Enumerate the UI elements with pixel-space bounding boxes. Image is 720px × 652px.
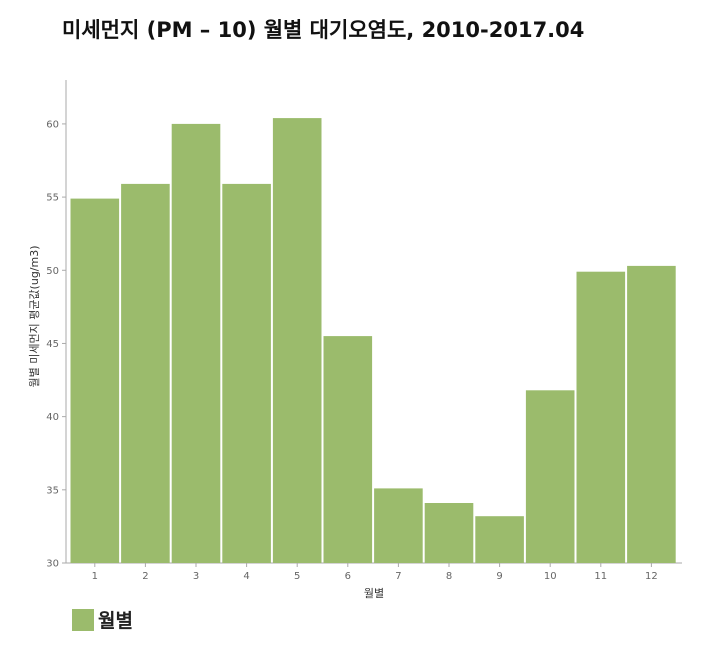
y-tick-label: 30 <box>46 559 59 570</box>
x-tick-label: 8 <box>446 571 452 582</box>
x-tick-label: 6 <box>345 571 351 582</box>
bar-5 <box>272 118 322 563</box>
x-axis-title: 월별 <box>364 587 384 600</box>
legend-swatch <box>72 608 94 631</box>
bar-4 <box>222 183 271 563</box>
bars <box>70 118 676 564</box>
bar-6 <box>323 336 373 563</box>
x-tick-label: 2 <box>142 571 148 582</box>
y-tick-label: 40 <box>46 412 59 423</box>
x-tick-label: 12 <box>645 571 658 582</box>
bar-1 <box>70 198 120 563</box>
legend-label: 월별 <box>98 610 133 632</box>
x-tick-label: 10 <box>544 571 557 582</box>
bar-11 <box>576 271 626 563</box>
legend: 월별 <box>72 606 133 633</box>
x-tick-label: 5 <box>294 571 300 582</box>
x-tick-label: 11 <box>594 571 607 582</box>
x-tick-label: 3 <box>193 571 199 582</box>
x-tick-label: 4 <box>243 571 249 582</box>
bar-8 <box>424 503 474 563</box>
y-tick-label: 35 <box>46 485 59 496</box>
bar-3 <box>171 123 221 564</box>
x-tick-label: 9 <box>496 571 502 582</box>
bar-12 <box>627 265 676 563</box>
chart-title: 미세먼지 (PM – 10) 월별 대기오염도, 2010-2017.04 <box>62 18 585 42</box>
y-tick-label: 60 <box>46 119 59 130</box>
bar-9 <box>475 516 524 563</box>
y-tick-label: 55 <box>46 193 59 204</box>
y-tick-label: 45 <box>46 339 59 350</box>
bar-7 <box>374 488 423 563</box>
x-tick-label: 7 <box>395 571 401 582</box>
x-tick-label: 1 <box>92 571 98 582</box>
y-tick-label: 50 <box>46 266 59 277</box>
y-axis-title: 월별 미세먼지 평균값(ug/m3) <box>28 245 41 387</box>
bar-10 <box>525 390 575 563</box>
bar-2 <box>121 183 170 563</box>
